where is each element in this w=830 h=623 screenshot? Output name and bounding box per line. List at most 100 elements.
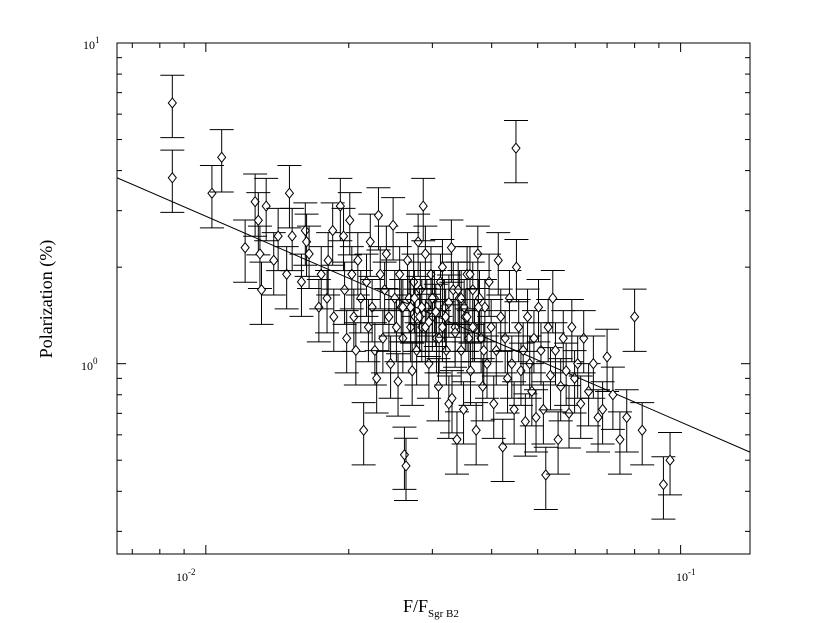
diamond-marker bbox=[518, 344, 528, 357]
diamond-marker bbox=[473, 301, 484, 314]
diamond-marker bbox=[287, 230, 297, 242]
data-point bbox=[364, 350, 389, 414]
y-tick-label-2: 101 bbox=[83, 35, 100, 52]
data-point bbox=[378, 335, 403, 399]
diamond-marker bbox=[474, 292, 485, 305]
data-point bbox=[343, 322, 368, 386]
diamond-marker bbox=[250, 195, 260, 208]
data-point bbox=[339, 246, 364, 310]
diamond-marker bbox=[417, 301, 427, 314]
diamond-marker bbox=[359, 424, 369, 437]
diamond-marker bbox=[531, 411, 541, 424]
diamond-marker bbox=[550, 344, 561, 357]
diamond-marker bbox=[323, 254, 333, 267]
data-point bbox=[413, 225, 438, 289]
y-tick-label-1: 100 bbox=[81, 356, 98, 373]
diamond-marker bbox=[300, 224, 310, 237]
data-point bbox=[538, 347, 563, 411]
data-point bbox=[289, 253, 314, 317]
diamond-marker bbox=[553, 433, 563, 446]
data-point bbox=[351, 402, 376, 466]
y-axis-label: Polarization (%) bbox=[36, 240, 57, 358]
diamond-marker bbox=[284, 187, 295, 200]
data-point bbox=[488, 288, 513, 352]
data-point bbox=[247, 225, 272, 289]
diamond-marker bbox=[588, 357, 599, 370]
diamond-marker bbox=[471, 424, 481, 437]
data-point bbox=[160, 74, 185, 139]
diamond-marker bbox=[375, 268, 385, 281]
data-point bbox=[540, 270, 565, 334]
diamond-marker bbox=[493, 254, 503, 267]
diamond-marker bbox=[388, 219, 398, 232]
data-point bbox=[321, 288, 346, 352]
data-point bbox=[386, 353, 411, 417]
data-point bbox=[486, 232, 511, 296]
data-point bbox=[451, 381, 476, 445]
data-point bbox=[316, 232, 341, 296]
data-point bbox=[440, 370, 465, 434]
diamond-marker bbox=[379, 283, 390, 296]
diamond-marker bbox=[456, 344, 466, 357]
data-point bbox=[334, 310, 359, 374]
diamond-marker bbox=[349, 311, 359, 323]
diamond-marker bbox=[579, 332, 589, 345]
diamond-marker bbox=[322, 292, 332, 305]
data-point bbox=[513, 393, 538, 457]
diamond-marker bbox=[415, 283, 425, 296]
data-point bbox=[614, 389, 639, 453]
diamond-marker bbox=[556, 380, 566, 393]
diamond-marker bbox=[351, 344, 361, 357]
diamond-marker bbox=[296, 276, 307, 288]
data-point bbox=[249, 261, 274, 325]
data-point bbox=[266, 207, 291, 272]
diamond-marker bbox=[511, 142, 521, 154]
diamond-marker bbox=[665, 454, 675, 467]
diamond-marker bbox=[545, 369, 556, 382]
data-point bbox=[199, 165, 224, 229]
data-point bbox=[524, 389, 549, 453]
diamond-marker bbox=[637, 424, 647, 437]
diamond-marker bbox=[583, 385, 594, 398]
data-point bbox=[444, 411, 469, 475]
data-point bbox=[521, 310, 546, 374]
data-point bbox=[481, 375, 506, 439]
diamond-marker bbox=[548, 292, 558, 305]
diamond-marker bbox=[615, 433, 625, 446]
diamond-marker bbox=[629, 311, 640, 323]
diamond-marker bbox=[413, 235, 423, 248]
diamond-marker bbox=[391, 321, 402, 333]
data-point bbox=[277, 165, 302, 229]
diamond-marker bbox=[405, 301, 416, 314]
diamond-marker bbox=[427, 292, 438, 305]
diamond-marker bbox=[509, 403, 519, 416]
diamond-marker bbox=[433, 380, 444, 393]
diamond-marker bbox=[576, 397, 586, 410]
data-point bbox=[356, 298, 381, 363]
data-point bbox=[160, 149, 185, 213]
data-point bbox=[209, 129, 234, 193]
diamond-marker bbox=[522, 311, 533, 323]
diamond-marker bbox=[217, 151, 227, 164]
diamond-marker bbox=[342, 332, 352, 345]
diamond-marker bbox=[504, 292, 515, 305]
data-point bbox=[595, 328, 620, 392]
data-point bbox=[381, 197, 406, 261]
diamond-marker bbox=[255, 248, 265, 260]
diamond-marker bbox=[207, 187, 217, 200]
diamond-marker bbox=[441, 344, 451, 357]
data-point bbox=[658, 432, 683, 496]
diamond-marker bbox=[441, 311, 451, 323]
diamond-marker bbox=[256, 283, 267, 296]
data-point bbox=[402, 270, 427, 334]
data-point bbox=[372, 261, 397, 325]
diamond-marker bbox=[356, 292, 366, 305]
data-point bbox=[581, 335, 606, 399]
data-point bbox=[261, 232, 286, 296]
data-point bbox=[515, 288, 540, 352]
diamond-marker bbox=[520, 415, 531, 428]
data-point bbox=[470, 358, 495, 422]
diamond-marker bbox=[431, 306, 441, 318]
diamond-marker bbox=[446, 241, 457, 254]
diamond-marker bbox=[424, 316, 434, 328]
